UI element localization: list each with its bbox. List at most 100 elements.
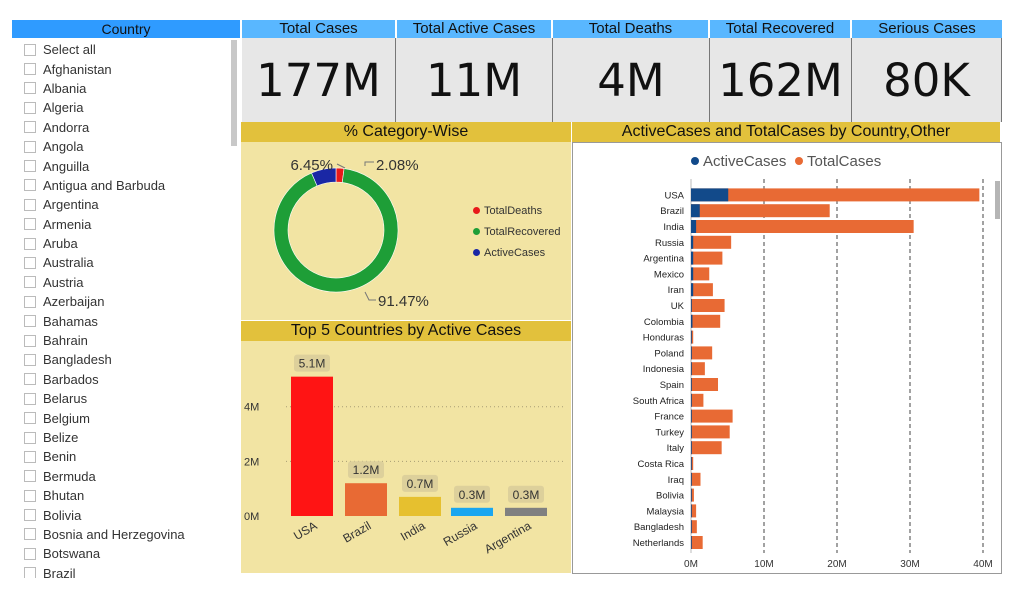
slicer-checkbox[interactable] <box>24 276 36 289</box>
slicer-checkbox[interactable] <box>24 43 36 56</box>
totalcases-bar[interactable] <box>691 299 725 312</box>
totalcases-bar[interactable] <box>691 204 830 218</box>
activecases-bar[interactable] <box>691 504 692 518</box>
top5-bar-Brazil[interactable] <box>345 483 387 516</box>
activecases-bar[interactable] <box>691 204 700 218</box>
activecases-bar[interactable] <box>691 346 692 360</box>
totalcases-bar[interactable] <box>691 536 703 549</box>
activecases-bar[interactable] <box>691 520 692 534</box>
slicer-item[interactable]: Austria <box>12 273 232 292</box>
slicer-item[interactable]: Belarus <box>12 389 232 408</box>
activecases-bar[interactable] <box>691 251 694 265</box>
donut-slice-TotalRecovered[interactable] <box>273 168 399 293</box>
totalcases-bar[interactable] <box>691 346 713 360</box>
slicer-checkbox[interactable] <box>24 218 36 231</box>
slicer-item[interactable]: Bahrain <box>12 331 232 350</box>
totalcases-bar[interactable] <box>691 251 723 265</box>
slicer-item[interactable]: Armenia <box>12 215 232 234</box>
activecases-bar[interactable] <box>691 457 692 470</box>
totalcases-bar[interactable] <box>691 362 705 376</box>
slicer-checkbox[interactable] <box>24 101 36 114</box>
activecases-bar[interactable] <box>691 188 729 202</box>
slicer-checkbox[interactable] <box>24 334 36 347</box>
totalcases-bar[interactable] <box>691 283 713 297</box>
slicer-checkbox[interactable] <box>24 295 36 308</box>
slicer-item[interactable]: Bolivia <box>12 505 232 524</box>
slicer-checkbox[interactable] <box>24 353 36 366</box>
slicer-item[interactable]: Aruba <box>12 234 232 253</box>
slicer-item[interactable]: Argentina <box>12 195 232 214</box>
slicer-checkbox[interactable] <box>24 373 36 386</box>
activecases-bar[interactable] <box>691 393 692 407</box>
slicer-checkbox[interactable] <box>24 256 36 269</box>
activecases-bar[interactable] <box>691 299 692 312</box>
activecases-bar[interactable] <box>691 283 694 297</box>
activecases-bar[interactable] <box>691 441 692 455</box>
activecases-bar[interactable] <box>691 425 692 439</box>
totalcases-bar[interactable] <box>691 488 694 502</box>
slicer-item[interactable]: Australia <box>12 253 232 272</box>
totalcases-bar[interactable] <box>691 220 914 233</box>
top5-bar-USA[interactable] <box>291 376 333 516</box>
slicer-item[interactable]: Anguilla <box>12 156 232 175</box>
slicer-item[interactable]: Bosnia and Herzegovina <box>12 525 232 544</box>
country-slicer-list[interactable]: Select all Afghanistan Albania Algeria Andor… <box>12 40 232 578</box>
totalcases-bar[interactable] <box>691 267 710 281</box>
slicer-item[interactable]: Albania <box>12 79 232 98</box>
slicer-item[interactable]: Botswana <box>12 544 232 563</box>
activecases-bar[interactable] <box>691 488 692 502</box>
slicer-checkbox[interactable] <box>24 198 36 211</box>
slicer-checkbox[interactable] <box>24 509 36 522</box>
slicer-checkbox[interactable] <box>24 392 36 405</box>
activecases-bar[interactable] <box>691 472 692 486</box>
slicer-item[interactable]: Barbados <box>12 370 232 389</box>
country-chart-scrollbar[interactable] <box>995 181 1000 219</box>
totalcases-bar[interactable] <box>691 457 694 470</box>
totalcases-bar[interactable] <box>691 393 704 407</box>
totalcases-bar[interactable] <box>691 441 722 455</box>
slicer-checkbox[interactable] <box>24 82 36 95</box>
top5-bar-India[interactable] <box>399 496 441 516</box>
slicer-item[interactable]: Algeria <box>12 98 232 117</box>
slicer-checkbox[interactable] <box>24 63 36 76</box>
slicer-checkbox[interactable] <box>24 450 36 463</box>
totalcases-bar[interactable] <box>691 425 730 439</box>
activecases-bar[interactable] <box>691 409 692 423</box>
totalcases-bar[interactable] <box>691 330 694 344</box>
slicer-item[interactable]: Bermuda <box>12 467 232 486</box>
slicer-checkbox[interactable] <box>24 160 36 173</box>
slicer-item[interactable]: Belize <box>12 428 232 447</box>
slicer-item[interactable]: Select all <box>12 40 232 59</box>
activecases-bar[interactable] <box>691 362 692 376</box>
slicer-checkbox[interactable] <box>24 140 36 153</box>
donut-slice-ActiveCases[interactable] <box>311 167 337 187</box>
slicer-checkbox[interactable] <box>24 412 36 425</box>
slicer-checkbox[interactable] <box>24 567 36 578</box>
slicer-checkbox[interactable] <box>24 237 36 250</box>
slicer-checkbox[interactable] <box>24 121 36 134</box>
activecases-bar[interactable] <box>691 314 693 328</box>
activecases-bar[interactable] <box>691 378 692 391</box>
activecases-bar[interactable] <box>691 220 697 233</box>
totalcases-bar[interactable] <box>691 188 980 202</box>
legend-item-recovered[interactable]: TotalRecovered <box>473 221 560 242</box>
activecases-bar[interactable] <box>691 536 692 549</box>
totalcases-bar[interactable] <box>691 378 719 391</box>
slicer-item[interactable]: Afghanistan <box>12 59 232 78</box>
slicer-item[interactable]: Antigua and Barbuda <box>12 176 232 195</box>
totalcases-bar[interactable] <box>691 314 721 328</box>
activecases-bar[interactable] <box>691 330 692 344</box>
slicer-checkbox[interactable] <box>24 315 36 328</box>
slicer-item[interactable]: Bhutan <box>12 486 232 505</box>
slicer-item[interactable]: Bangladesh <box>12 350 232 369</box>
slicer-item[interactable]: Benin <box>12 447 232 466</box>
slicer-checkbox[interactable] <box>24 431 36 444</box>
slicer-item[interactable]: Azerbaijan <box>12 292 232 311</box>
slicer-item[interactable]: Brazil <box>12 564 232 578</box>
legend-item-deaths[interactable]: TotalDeaths <box>473 200 560 221</box>
totalcases-bar[interactable] <box>691 520 697 534</box>
activecases-bar[interactable] <box>691 267 694 281</box>
totalcases-bar[interactable] <box>691 472 701 486</box>
slicer-item[interactable]: Angola <box>12 137 232 156</box>
totalcases-bar[interactable] <box>691 504 697 518</box>
